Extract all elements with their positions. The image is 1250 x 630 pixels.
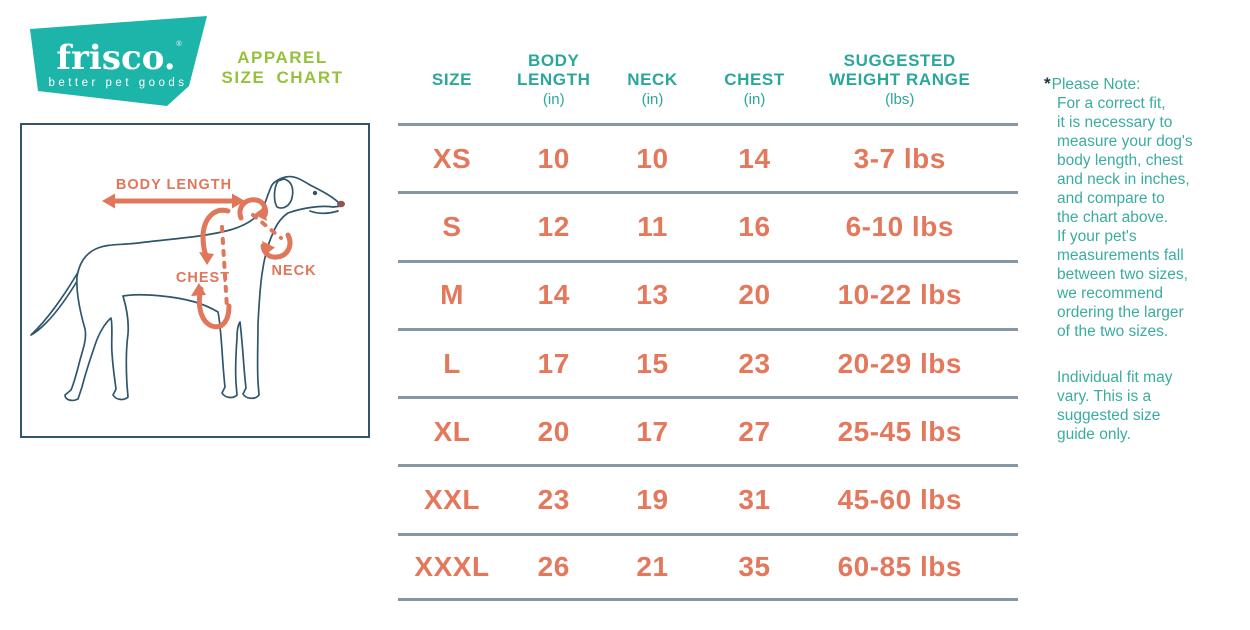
column-label: BODY LENGTH — [517, 51, 591, 89]
body-length-cell: 23 — [537, 484, 570, 516]
neck-cell: 11 — [637, 210, 668, 242]
column-unit: (in) — [641, 91, 664, 108]
note-secondary: Individual fit may vary. This is a sugge… — [1057, 369, 1173, 443]
note-heading: Please Note: — [1051, 76, 1141, 93]
table-header-row: SIZE BODY LENGTH (in) NECK (in) CHEST (i… — [398, 48, 1018, 123]
chest-cell: 31 — [738, 484, 771, 516]
chest-girth-ellipse — [191, 207, 232, 330]
size-cell: L — [443, 347, 461, 379]
dog-tail — [30, 268, 81, 336]
column-unit: (in) — [542, 91, 565, 108]
note-heading-row: * Please Note: — [1044, 75, 1239, 94]
weight-cell: 6-10 lbs — [845, 210, 954, 242]
size-cell: XS — [432, 142, 472, 174]
dog-diagram-svg: BODY LENGTH CHEST — [30, 175, 345, 402]
column-header-chest: CHEST (in) — [704, 48, 806, 123]
page-title-line1: APPAREL — [237, 48, 328, 67]
logo-wordmark: frisco. — [56, 38, 175, 78]
logo-banner-shape — [30, 16, 207, 106]
chest-dashed-line — [220, 225, 229, 310]
chest-cell: 20 — [738, 279, 771, 311]
neck-girth-ellipse — [237, 197, 293, 260]
arrow-right-icon — [232, 193, 245, 209]
dog-measurement-diagram: BODY LENGTH CHEST — [20, 123, 370, 438]
dog-mouth-line — [309, 210, 339, 215]
body-length-cell: 12 — [537, 210, 570, 242]
table-row-l: L 17 15 23 20-29 lbs — [398, 327, 1018, 396]
table-row-m: M 14 13 20 10-22 lbs — [398, 259, 1018, 328]
body-length-cell: 20 — [537, 415, 570, 447]
page-title-line2: SIZE CHART — [221, 68, 344, 87]
column-header-body-length: BODY LENGTH (in) — [506, 48, 602, 123]
body-length-cell: 26 — [537, 550, 570, 582]
note-body: For a correct fit, it is necessary to me… — [1057, 95, 1193, 340]
page-title: APPAREL SIZE CHART — [205, 48, 360, 88]
column-label: CHEST — [724, 70, 785, 89]
weight-cell: 3-7 lbs — [853, 142, 946, 174]
body-length-cell: 10 — [537, 142, 570, 174]
size-cell: XXL — [424, 484, 480, 516]
table-row-s: S 12 11 16 6-10 lbs — [398, 191, 1018, 259]
table-row-xxl: XXL 23 19 31 45-60 lbs — [398, 464, 1018, 532]
arrow-up-left-icon — [262, 241, 275, 256]
neck-cell: 13 — [636, 279, 669, 311]
chest-cell: 16 — [738, 210, 771, 242]
weight-cell: 20-29 lbs — [837, 347, 962, 379]
neck-cell: 10 — [636, 142, 669, 174]
neck-cell: 21 — [636, 550, 669, 582]
fit-note: * Please Note: For a correct fit, it is … — [1044, 75, 1239, 444]
table-row-xs: XS 10 10 14 3-7 lbs — [398, 123, 1018, 191]
column-header-weight: SUGGESTED WEIGHT RANGE (lbs) — [806, 48, 1019, 123]
arrow-down-icon — [199, 252, 214, 265]
arrow-left-icon — [102, 193, 115, 209]
body-length-arrow — [102, 193, 245, 209]
size-cell: XXXL — [414, 550, 490, 582]
chest-cell: 14 — [738, 142, 771, 174]
column-header-neck: NECK (in) — [602, 48, 704, 123]
column-label: NECK — [627, 70, 678, 89]
column-label: SIZE — [431, 70, 473, 89]
dog-illustration — [30, 175, 345, 402]
neck-cell: 17 — [636, 415, 669, 447]
logo-reg-icon: ® — [176, 40, 182, 48]
table-row-xxxl: XXXL 26 21 35 60-85 lbs — [398, 532, 1018, 602]
chest-label: CHEST — [176, 270, 230, 286]
dog-nose — [337, 200, 345, 208]
neck-label: NECK — [271, 263, 316, 279]
weight-cell: 10-22 lbs — [837, 279, 962, 311]
neck-cell: 19 — [636, 484, 669, 516]
weight-cell: 60-85 lbs — [837, 550, 962, 582]
asterisk-icon: * — [1044, 74, 1051, 93]
dog-eye — [312, 190, 318, 196]
column-label: SUGGESTED WEIGHT RANGE — [829, 51, 971, 89]
column-unit: (lbs) — [885, 91, 915, 108]
size-cell: M — [440, 279, 464, 311]
body-length-cell: 17 — [537, 347, 570, 379]
body-length-label: BODY LENGTH — [116, 177, 232, 193]
frisco-logo: frisco. ® better pet goods — [30, 16, 207, 106]
chest-cell: 35 — [738, 550, 771, 582]
size-cell: S — [442, 210, 462, 242]
neck-cell: 15 — [636, 347, 669, 379]
column-header-size: SIZE — [398, 48, 506, 123]
arrow-down-right-icon — [254, 206, 267, 221]
size-table: SIZE BODY LENGTH (in) NECK (in) CHEST (i… — [398, 48, 1018, 602]
dog-ear — [273, 178, 294, 209]
chest-cell: 27 — [738, 415, 771, 447]
weight-cell: 45-60 lbs — [837, 484, 962, 516]
arrow-up-icon — [191, 283, 206, 296]
weight-cell: 25-45 lbs — [837, 415, 962, 447]
body-length-cell: 14 — [537, 279, 570, 311]
size-cell: XL — [433, 415, 471, 447]
measurement-annotations: BODY LENGTH CHEST — [102, 177, 316, 330]
logo-tagline: better pet goods — [48, 77, 187, 89]
column-unit: (in) — [743, 91, 766, 108]
dog-body-outline — [64, 175, 343, 402]
chest-cell: 23 — [738, 347, 771, 379]
table-row-xl: XL 20 17 27 25-45 lbs — [398, 396, 1018, 464]
